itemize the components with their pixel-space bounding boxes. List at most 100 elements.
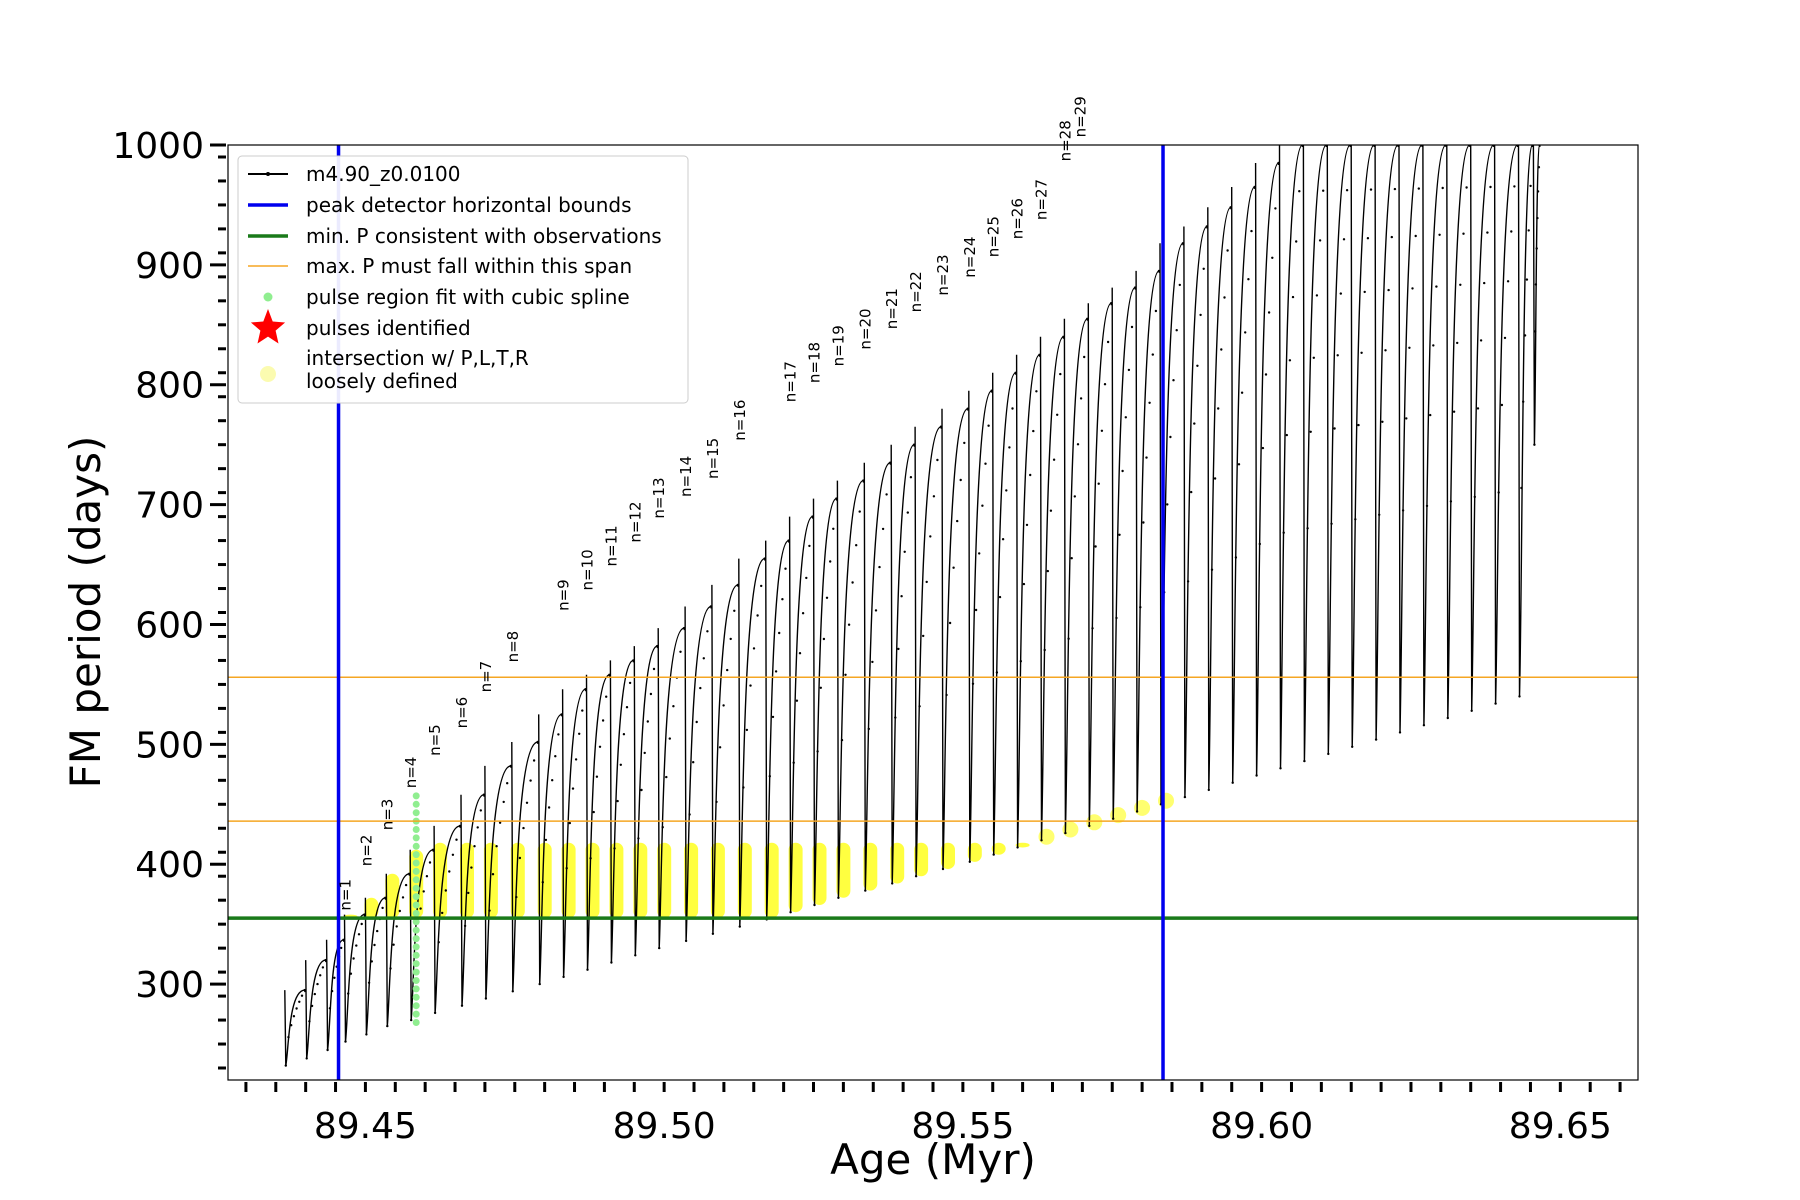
series-point [1470, 709, 1473, 712]
series-point [1271, 256, 1274, 259]
series-point [1513, 185, 1516, 188]
x-tick-label: 89.55 [911, 1106, 1014, 1147]
series-point [774, 670, 778, 673]
series-point [495, 845, 498, 848]
pulse-curve [305, 959, 327, 1059]
series-point [460, 1004, 464, 1007]
series-point [1049, 509, 1053, 512]
series-point [401, 896, 405, 899]
series-point [718, 746, 722, 749]
series-point [592, 810, 595, 814]
series-point [392, 943, 395, 946]
series-point [699, 686, 702, 690]
series-point [1384, 349, 1387, 352]
series-point [760, 584, 763, 588]
series-point [1369, 188, 1373, 191]
series-point [1240, 391, 1244, 394]
pulse-curve [1063, 318, 1089, 834]
intersection-band [967, 842, 982, 862]
series-point [428, 861, 432, 864]
legend-entry-min-period: min. P consistent with observations [248, 224, 662, 248]
y-tick-label: 800 [135, 366, 204, 407]
pulse-curve [738, 557, 766, 927]
series-point [1339, 292, 1343, 295]
series-point [1094, 545, 1097, 548]
series-point [974, 608, 978, 612]
series-point [1411, 287, 1414, 290]
series-point [1244, 331, 1247, 334]
pulse-label: n=28 [1056, 120, 1074, 161]
series-point [1279, 767, 1282, 770]
pulse-label: n=23 [934, 254, 952, 295]
series-point [822, 637, 826, 641]
series-point [1145, 456, 1148, 459]
pulse-label: n=19 [829, 325, 847, 366]
intersection-band [537, 842, 552, 919]
pulse-curve [968, 389, 993, 862]
series-point [819, 686, 822, 689]
pulse-label: n=17 [782, 361, 800, 402]
series-point [1522, 400, 1525, 403]
series-point [722, 704, 725, 707]
series-point [1441, 186, 1444, 190]
series-point [451, 853, 455, 856]
series-point [805, 576, 808, 580]
series-point [1405, 417, 1408, 420]
series-point [305, 1057, 308, 1060]
series-point [1011, 407, 1014, 410]
series-point [357, 933, 361, 936]
series-point [1527, 229, 1530, 232]
series-point [738, 925, 741, 928]
series-point [914, 875, 918, 878]
series-point [640, 788, 643, 792]
spline-point [412, 834, 420, 842]
series-point [1025, 523, 1029, 527]
series-point [628, 681, 632, 685]
series-point [825, 596, 829, 599]
pulse-curve [633, 645, 659, 956]
spline-point [412, 993, 420, 1001]
series-point [386, 1024, 389, 1028]
series-point [491, 873, 495, 876]
spline-point [412, 884, 420, 892]
series-point [1360, 351, 1363, 354]
series-point [1503, 336, 1507, 340]
series-point [404, 883, 408, 887]
series-point [1059, 372, 1062, 376]
series-point [695, 720, 698, 724]
series-point [398, 909, 401, 913]
series-point [1106, 340, 1110, 344]
series-point [1175, 329, 1178, 332]
legend-entry-spline: pulse region fit with cubic spline [263, 285, 630, 309]
intersection-band [914, 842, 929, 877]
intersection-band [433, 842, 448, 919]
series-point [330, 989, 334, 993]
pulse-curve [657, 627, 685, 949]
series-point [1374, 738, 1378, 741]
series-point [1029, 473, 1032, 477]
series-point [847, 623, 851, 626]
series-point [981, 504, 984, 507]
series-point [613, 847, 616, 850]
x-tick-label: 89.65 [1509, 1106, 1612, 1147]
series-point [1199, 313, 1202, 317]
series-point [1318, 239, 1322, 242]
series-point [1432, 344, 1435, 347]
series-point [557, 733, 560, 736]
series-point [1452, 410, 1456, 413]
series-point [684, 939, 688, 943]
pulse-label: n=3 [378, 799, 396, 831]
y-tick-label: 600 [135, 605, 204, 646]
series-point [1476, 407, 1480, 410]
pulse-curve [385, 873, 411, 1027]
series-point [1040, 839, 1043, 842]
series-point [688, 813, 691, 816]
series-point [829, 560, 832, 563]
series-point [444, 889, 447, 892]
spline-point [412, 867, 420, 875]
series-point [995, 671, 999, 674]
series-point [605, 695, 608, 698]
spline-fit-points [412, 792, 420, 1026]
spline-point [412, 792, 420, 800]
pulse-curve [1350, 145, 1375, 747]
